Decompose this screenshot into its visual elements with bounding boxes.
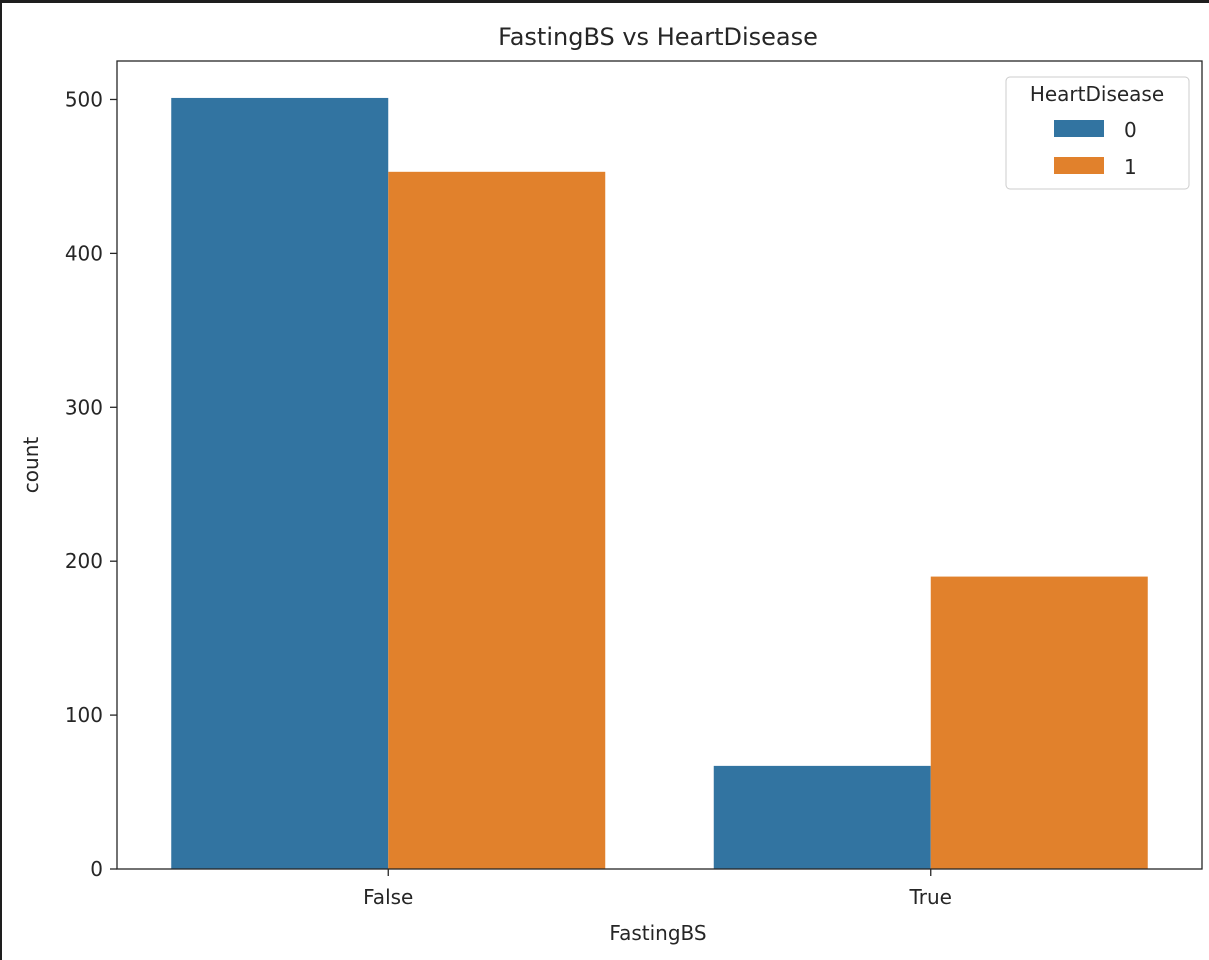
x-tick-label-false: False — [363, 885, 413, 909]
legend: HeartDisease 0 1 — [1005, 76, 1190, 190]
y-tick-label: 100 — [65, 703, 103, 727]
legend-label-1: 1 — [1124, 155, 1137, 179]
legend-label-0: 0 — [1124, 118, 1137, 142]
y-tick-label: 400 — [65, 241, 103, 265]
chart-title: FastingBS vs HeartDisease — [498, 23, 818, 51]
bar-false-series-1 — [388, 171, 606, 869]
legend-title: HeartDisease — [1030, 82, 1164, 106]
bar-true-series-0 — [713, 765, 931, 869]
y-tick-label: 200 — [65, 549, 103, 573]
x-tick-label-true: True — [909, 885, 952, 909]
legend-swatch-0 — [1054, 120, 1104, 137]
x-axis: False True — [363, 869, 952, 909]
y-axis-label: count — [19, 437, 43, 494]
y-axis: 0 100 200 300 400 500 — [65, 87, 117, 881]
chart-figure: FastingBS vs HeartDisease 0 100 200 300 400 5… — [2, 3, 1209, 960]
bar-chart: FastingBS vs HeartDisease 0 100 200 300 400 5… — [19, 23, 1203, 945]
x-axis-label: FastingBS — [609, 921, 706, 945]
legend-swatch-1 — [1054, 157, 1104, 174]
y-tick-label: 500 — [65, 87, 103, 111]
y-tick-label: 0 — [90, 857, 103, 881]
bar-false-series-0 — [171, 97, 389, 869]
bar-true-series-1 — [930, 576, 1148, 869]
y-tick-label: 300 — [65, 395, 103, 419]
bars-layer — [171, 97, 1148, 869]
plot-frame — [116, 60, 1203, 870]
